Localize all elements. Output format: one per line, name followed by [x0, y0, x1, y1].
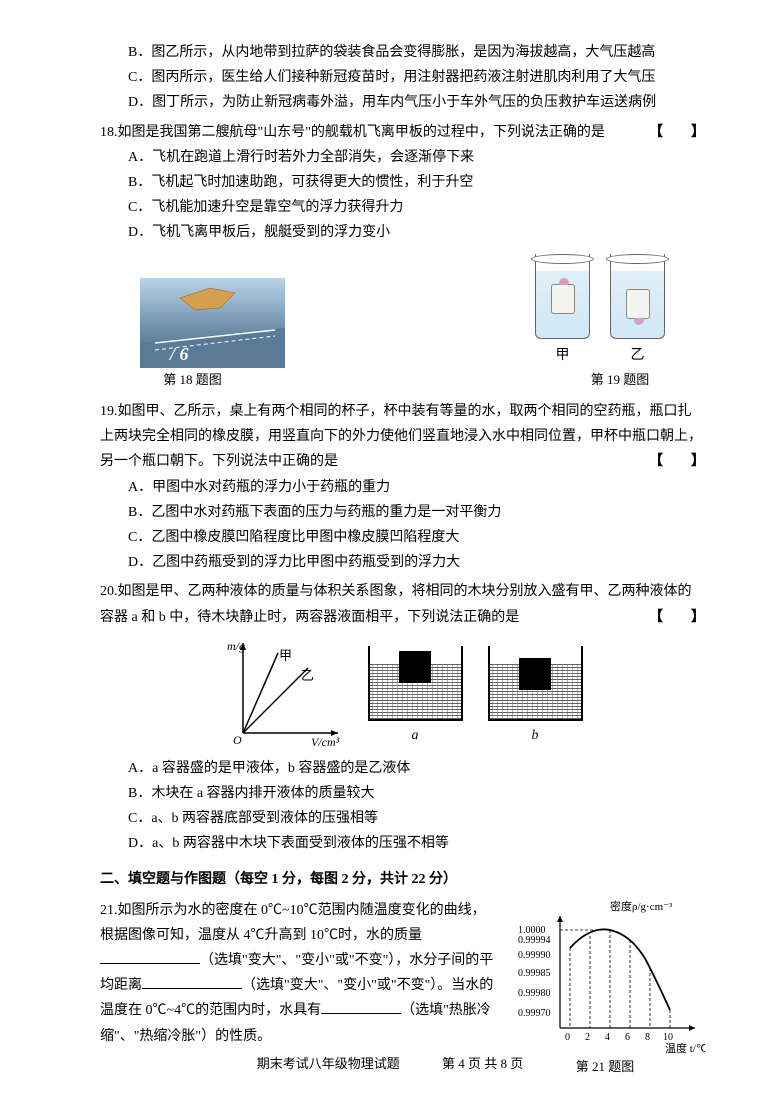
- wood-block-b: [519, 658, 551, 690]
- q20-stem-text: 20.如图是甲、乙两种液体的质量与体积关系图象，将相同的木块分别放入盛有甲、乙两…: [100, 584, 692, 624]
- q18-option-b: B．飞机起飞时加速助跑，可获得更大的惯性，利于升空: [128, 170, 705, 195]
- fig19-caption: 第 19 题图: [535, 368, 705, 391]
- q20-option-a: A．a 容器盛的是甲液体，b 容器盛的是乙液体: [128, 756, 705, 781]
- fig18-caption: 第 18 题图: [100, 368, 285, 391]
- svg-text:0: 0: [565, 1032, 570, 1043]
- footer-left: 期末考试八年级物理试题: [257, 1056, 400, 1071]
- footer-right: 第 4 页 共 8 页: [442, 1056, 523, 1071]
- beaker-yi: 乙: [610, 254, 665, 368]
- q21-p1-hint: （选填"变大"、"变小"或"不变"），: [200, 953, 409, 968]
- svg-text:4: 4: [605, 1032, 610, 1043]
- label-a: a: [368, 723, 463, 748]
- q19-option-b: B．乙图中水对药瓶下表面的压力与药瓶的重力是一对平衡力: [128, 500, 705, 525]
- svg-text:0.99980: 0.99980: [518, 988, 551, 999]
- x-axis-label: V/cm³: [311, 735, 340, 748]
- wood-block-a: [399, 651, 431, 683]
- q18: 18.如图是我国第二艘航母"山东号"的舰载机飞离甲板的过程中，下列说法正确的是 …: [100, 120, 705, 246]
- svg-text:0.99970: 0.99970: [518, 1008, 551, 1019]
- mass-volume-graph: m/g V/cm³ O 甲 乙: [223, 638, 343, 748]
- q20: 20.如图是甲、乙两种液体的质量与体积关系图象，将相同的木块分别放入盛有甲、乙两…: [100, 579, 705, 629]
- container-a: a: [368, 646, 463, 748]
- q20-stem: 20.如图是甲、乙两种液体的质量与体积关系图象，将相同的木块分别放入盛有甲、乙两…: [100, 579, 705, 629]
- q21-p1: 21.如图所示为水的密度在 0℃~10℃范围内随温度变化的曲线，根据图像可知，温…: [100, 903, 486, 943]
- q17-option-c: C．图丙所示，医生给人们接种新冠疫苗时，用注射器把药液注射进肌肉利用了大气压: [128, 65, 705, 90]
- bottle-down-icon: [626, 289, 650, 319]
- q20-options: A．a 容器盛的是甲液体，b 容器盛的是乙液体 B．木块在 a 容器内排开液体的…: [100, 756, 705, 857]
- section-2-header: 二、填空题与作图题（每空 1 分，每图 2 分，共计 22 分）: [100, 867, 705, 892]
- q20-figures: m/g V/cm³ O 甲 乙 a b: [100, 638, 705, 748]
- q18-option-c: C．飞机能加速升空是靠空气的浮力获得升力: [128, 195, 705, 220]
- svg-text:10: 10: [663, 1032, 673, 1043]
- q20-option-c: C．a、b 两容器底部受到液体的压强相等: [128, 806, 705, 831]
- q19-option-c: C．乙图中橡皮膜凹陷程度比甲图中橡皮膜凹陷程度大: [128, 525, 705, 550]
- q18-option-a: A．飞机在跑道上滑行时若外力全部消失，会逐渐停下来: [128, 145, 705, 170]
- figure-row-18-19: / 6 第 18 题图 甲 乙 第 19 题图: [100, 254, 705, 392]
- q18-bracket: 【 】: [649, 120, 705, 145]
- blank-2[interactable]: [142, 988, 242, 989]
- q20-option-d: D．a、b 两容器中木块下表面受到液体的压强不相等: [128, 831, 705, 856]
- blank-3[interactable]: [321, 1013, 401, 1014]
- q19-stem-text: 19.如图甲、乙所示，桌上有两个相同的杯子，杯中装有等量的水，取两个相同的空药瓶…: [100, 404, 702, 469]
- line-yi-label: 乙: [301, 668, 314, 683]
- y-axis-label-density: 密度ρ/g·cm⁻³: [610, 899, 673, 913]
- aircraft-carrier-image: / 6: [140, 278, 285, 368]
- q19-stem: 19.如图甲、乙所示，桌上有两个相同的杯子，杯中装有等量的水，取两个相同的空药瓶…: [100, 399, 705, 475]
- q19-option-a: A．甲图中水对药瓶的浮力小于药瓶的重力: [128, 475, 705, 500]
- line-jia-label: 甲: [279, 648, 292, 663]
- beaker-group: 甲 乙: [535, 254, 665, 368]
- q17-option-b: B．图乙所示，从内地带到拉萨的袋装食品会变得膨胀，是因为海拔越高，大气压越高: [128, 40, 705, 65]
- q20-option-b: B．木块在 a 容器内排开液体的质量较大: [128, 781, 705, 806]
- label-jia: 甲: [535, 343, 590, 368]
- svg-text:0.99994: 0.99994: [518, 935, 551, 946]
- q20-bracket: 【 】: [649, 605, 705, 630]
- label-yi: 乙: [610, 343, 665, 368]
- beaker-jia: 甲: [535, 254, 590, 368]
- y-axis-label: m/g: [227, 639, 245, 653]
- label-b: b: [488, 723, 583, 748]
- origin-label: O: [233, 733, 242, 747]
- svg-text:8: 8: [645, 1032, 650, 1043]
- q18-stem-text: 18.如图是我国第二艘航母"山东号"的舰载机飞离甲板的过程中，下列说法正确的是: [100, 125, 605, 140]
- fig18-wrap: / 6 第 18 题图: [100, 278, 285, 391]
- container-b: b: [488, 646, 583, 748]
- q17-option-d: D．图丁所示，为防止新冠病毒外溢，用车内气压小于车外气压的负压救护车运送病例: [128, 90, 705, 115]
- q18-stem: 18.如图是我国第二艘航母"山东号"的舰载机飞离甲板的过程中，下列说法正确的是 …: [100, 120, 705, 145]
- q19-bracket: 【 】: [649, 449, 705, 474]
- svg-text:0.99985: 0.99985: [518, 968, 551, 979]
- q17-options: B．图乙所示，从内地带到拉萨的袋装食品会变得膨胀，是因为海拔越高，大气压越高 C…: [100, 40, 705, 116]
- q19: 19.如图甲、乙所示，桌上有两个相同的杯子，杯中装有等量的水，取两个相同的空药瓶…: [100, 399, 705, 575]
- page-footer: 期末考试八年级物理试题 第 4 页 共 8 页: [0, 1052, 780, 1075]
- svg-text:0.99990: 0.99990: [518, 950, 551, 961]
- q19-option-d: D．乙图中药瓶受到的浮力比甲图中药瓶受到的浮力大: [128, 550, 705, 575]
- svg-text:2: 2: [585, 1032, 590, 1043]
- svg-text:6: 6: [625, 1032, 630, 1043]
- blank-1[interactable]: [100, 963, 200, 964]
- bottle-up-icon: [551, 284, 575, 314]
- fig19-wrap: 甲 乙 第 19 题图: [535, 254, 705, 392]
- q18-option-d: D．飞机飞离甲板后，舰艇受到的浮力变小: [128, 220, 705, 245]
